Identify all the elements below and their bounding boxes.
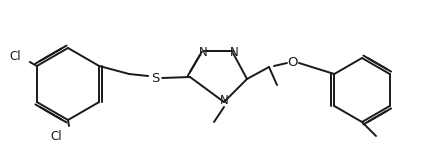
Text: O: O	[288, 57, 298, 69]
Text: N: N	[230, 46, 238, 58]
Text: N: N	[220, 94, 229, 108]
Text: Cl: Cl	[51, 129, 62, 143]
Text: N: N	[199, 46, 208, 58]
Text: S: S	[151, 71, 159, 85]
Text: Cl: Cl	[9, 50, 21, 63]
